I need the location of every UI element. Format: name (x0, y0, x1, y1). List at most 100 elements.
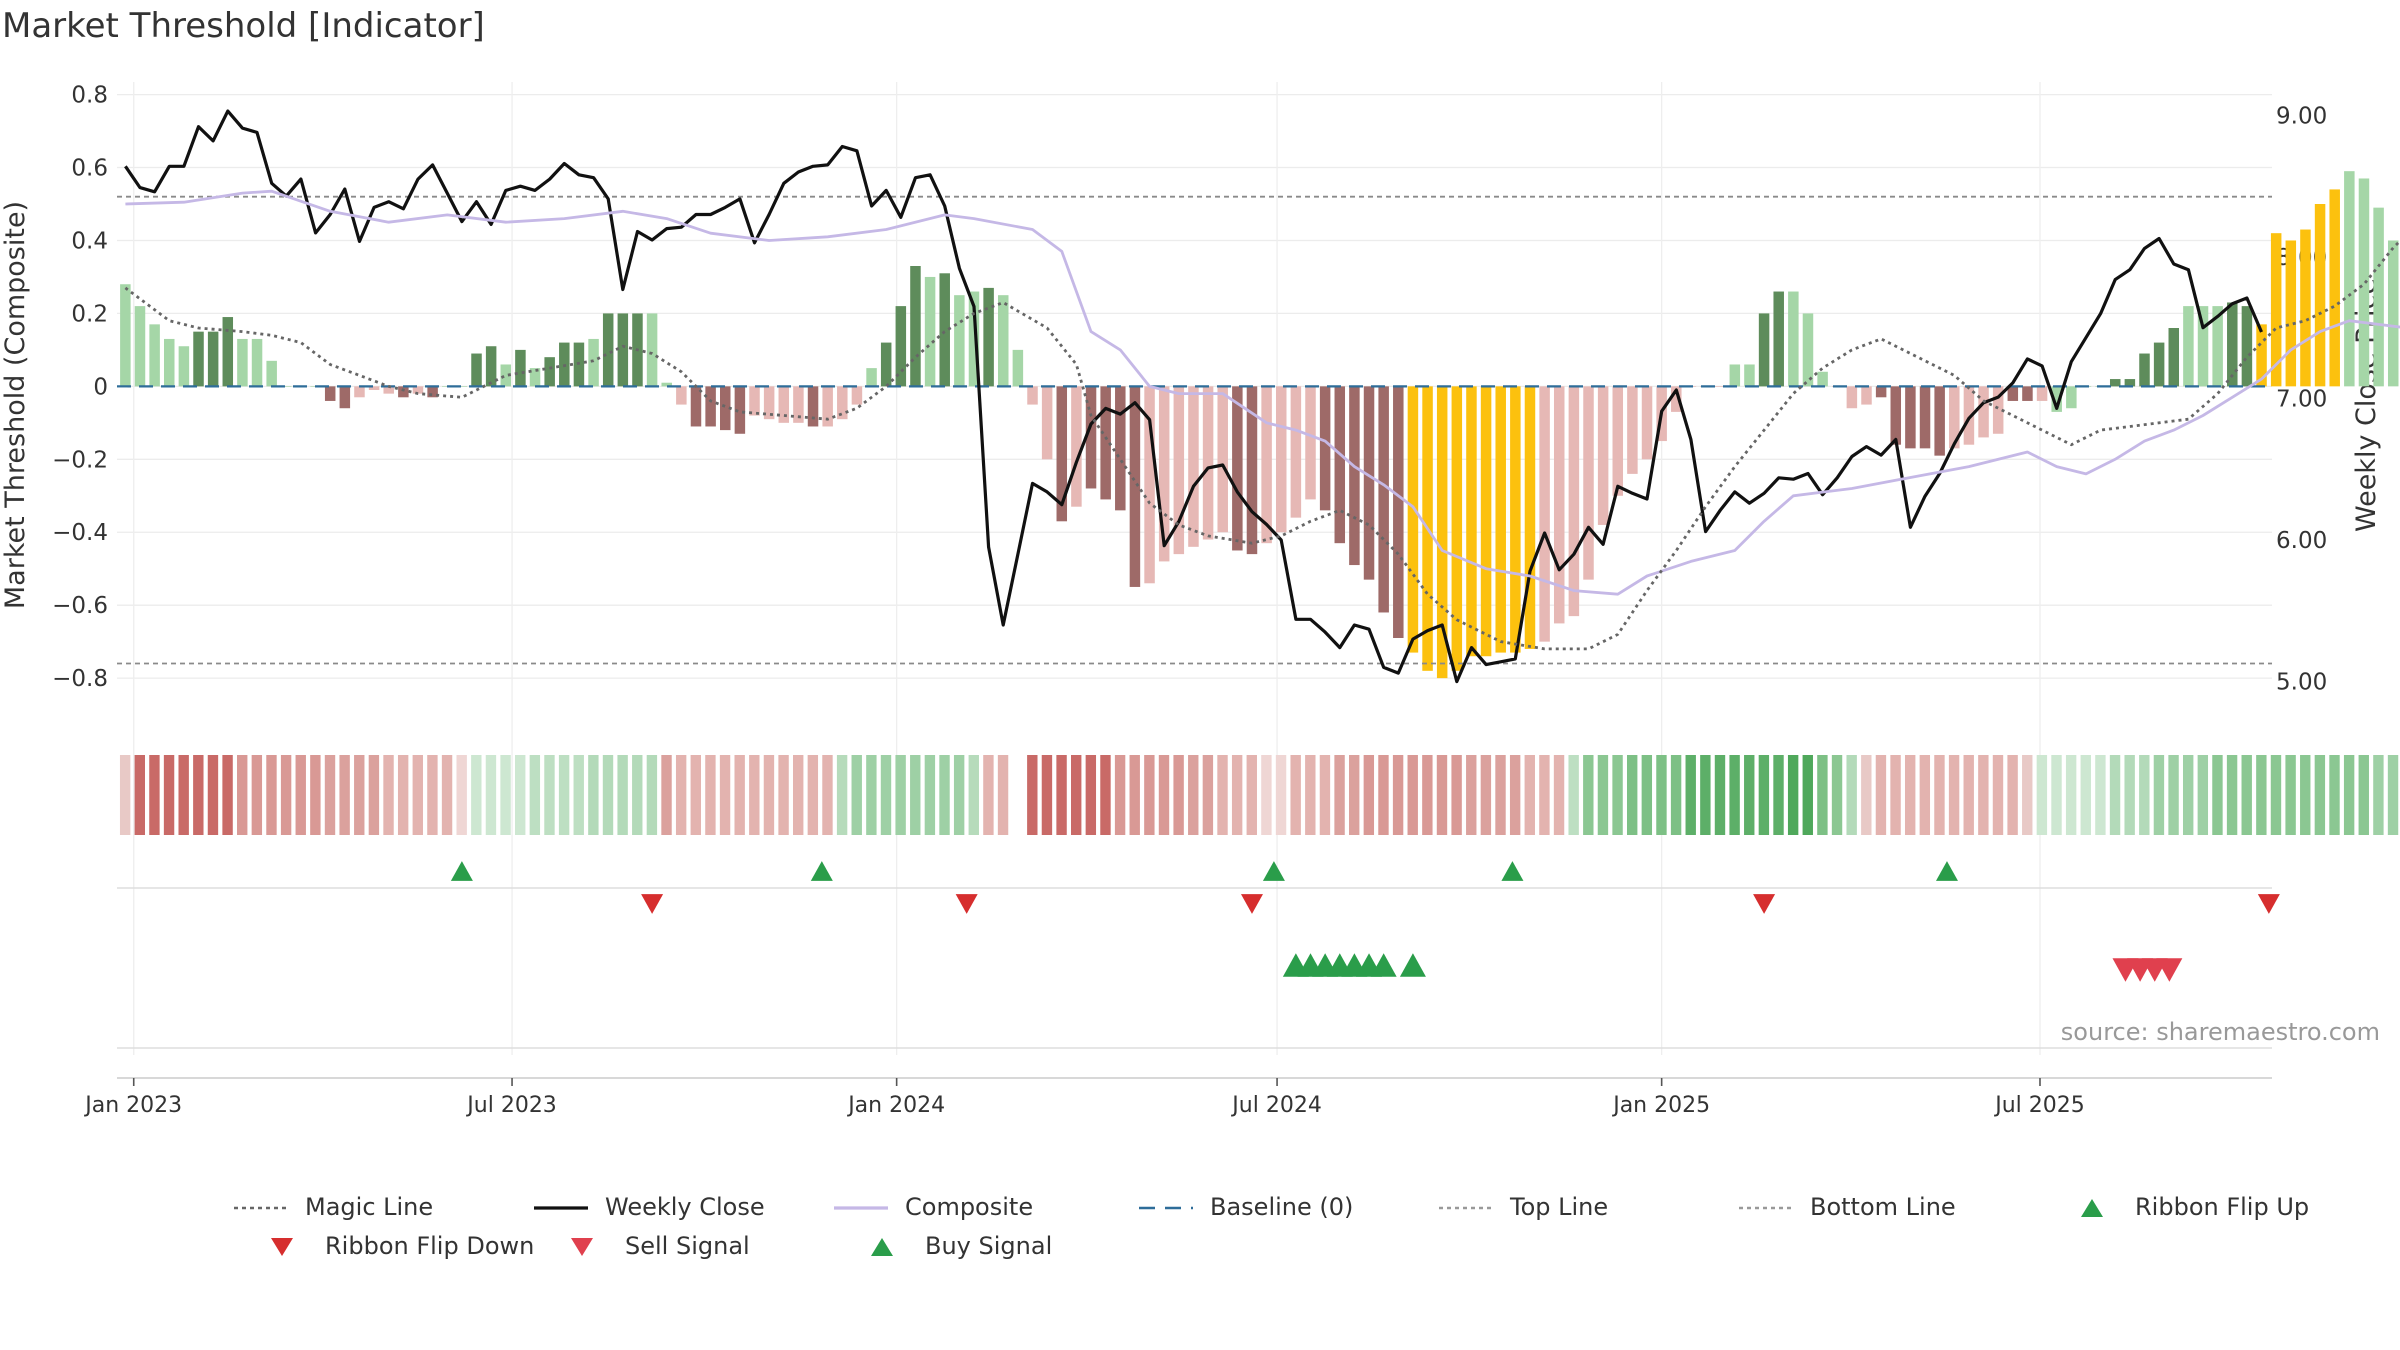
sell-signal-legend-symbol (571, 1238, 593, 1256)
y-left-tick-label: −0.4 (52, 520, 108, 546)
composite-bar (383, 386, 394, 394)
composite-bar (1890, 386, 1902, 445)
composite-bar (1158, 386, 1170, 562)
composite-bar (1466, 386, 1477, 657)
ribbon-cell (1641, 755, 1653, 835)
ribbon-cell (2197, 755, 2209, 835)
ribbon-cell (1773, 755, 1784, 835)
legend-label: Magic Line (305, 1193, 434, 1221)
composite-bar (807, 386, 819, 427)
composite-bar (734, 386, 746, 434)
ribbon-cell (1919, 755, 1931, 835)
ribbon-cell (1085, 755, 1097, 835)
x-tick-label: Jul 2024 (1230, 1093, 1322, 1118)
ribbon-cell (1612, 755, 1623, 835)
buy-signal-marker (1399, 953, 1426, 977)
buy-signal-legend-symbol (871, 1238, 893, 1256)
composite-bar (544, 357, 555, 387)
ribbon-cell (1422, 755, 1433, 835)
composite-bar (178, 346, 190, 387)
legend-label: Ribbon Flip Down (325, 1232, 535, 1260)
ribbon-cell (339, 755, 350, 835)
ribbon-cell (149, 755, 160, 835)
ribbon-flip-down-marker (1753, 894, 1776, 914)
composite-bar (368, 386, 380, 390)
ribbon-cell (529, 755, 541, 835)
composite-bar (2358, 178, 2370, 387)
ribbon-cell (1451, 755, 1462, 835)
composite-bar (1334, 386, 1346, 544)
ribbon-cell (119, 755, 131, 835)
ribbon-cell (836, 755, 848, 835)
ribbon-flip-down-legend-symbol (271, 1238, 293, 1256)
composite-bar (1949, 386, 1960, 449)
composite-bar (1202, 386, 1214, 540)
ribbon-cell (602, 755, 614, 835)
ribbon-cell (354, 755, 365, 835)
ribbon-cell (1890, 755, 1901, 835)
ribbon-cell (2387, 755, 2399, 835)
composite-bar (1905, 386, 1916, 449)
ribbon-cell (749, 755, 760, 835)
composite-bar (1963, 386, 1975, 445)
ribbon-cell (1656, 755, 1667, 835)
composite-bar (1524, 386, 1536, 649)
ribbon-cell (500, 755, 511, 835)
ribbon-cell (397, 755, 409, 835)
legend-label: Weekly Close (605, 1193, 765, 1221)
composite-bar (2007, 386, 2019, 401)
ribbon-cell (471, 755, 482, 835)
composite-bar (1714, 386, 1726, 387)
composite-bar (2022, 386, 2033, 401)
y-right-tick-label: 9.00 (2276, 103, 2327, 129)
ribbon-cell (793, 755, 804, 835)
compositeseries-line (125, 189, 2400, 596)
composite-bar (646, 313, 658, 387)
composite-bar (851, 386, 863, 405)
ribbon-cell (1246, 755, 1257, 835)
composite-bar (1612, 386, 1624, 496)
composite-bar (251, 338, 263, 387)
ribbon-cell (178, 755, 189, 835)
composite-bar (1085, 386, 1097, 489)
composite-bar (2227, 302, 2238, 387)
composite-bar (2387, 240, 2399, 387)
composite-bar (588, 338, 599, 387)
ribbon-cell (866, 755, 877, 835)
y-right-tick-label: 5.00 (2276, 670, 2327, 696)
composite-bar (1773, 291, 1784, 387)
ribbon-cell (1583, 755, 1594, 835)
composite-bar (910, 266, 921, 387)
ribbon-cell (1714, 755, 1726, 835)
composite-bar (193, 331, 204, 387)
top-line-legend-symbol (1439, 1206, 1493, 1210)
y-left-tick-label: 0.6 (71, 156, 108, 182)
ribbon-cell (2329, 755, 2340, 835)
ribbon-cell (939, 755, 950, 835)
y-left-tick-label: −0.8 (52, 666, 108, 692)
y-left-axis-title: Market Threshold (Composite) (0, 201, 31, 609)
composite-bar (1671, 386, 1682, 412)
ribbon-cell (1275, 755, 1287, 835)
composite-bar (1349, 386, 1360, 566)
ribbon-cell (2256, 755, 2267, 835)
composite-bar (1861, 386, 1872, 405)
composite-bar (1875, 386, 1887, 398)
composite-bar (1817, 371, 1828, 387)
composite-bar (1144, 386, 1155, 584)
composite-bar (398, 386, 409, 398)
ribbon-cell (1685, 755, 1696, 835)
legend-label: Composite (905, 1193, 1034, 1221)
ribbon-cell (383, 755, 394, 835)
composite-bar (1641, 386, 1653, 460)
ribbon-cell (632, 755, 643, 835)
composite-bar (1992, 386, 2004, 434)
x-tick-label: Jan 2025 (1611, 1093, 1710, 1118)
composite-bar (2183, 306, 2194, 387)
ribbon-cell (573, 755, 584, 835)
ribbon-cell (2168, 755, 2179, 835)
ribbon-cell (324, 755, 336, 835)
ribbon-cell (368, 755, 380, 835)
x-tick-label: Jul 2023 (465, 1093, 557, 1118)
composite-bar (837, 386, 848, 420)
